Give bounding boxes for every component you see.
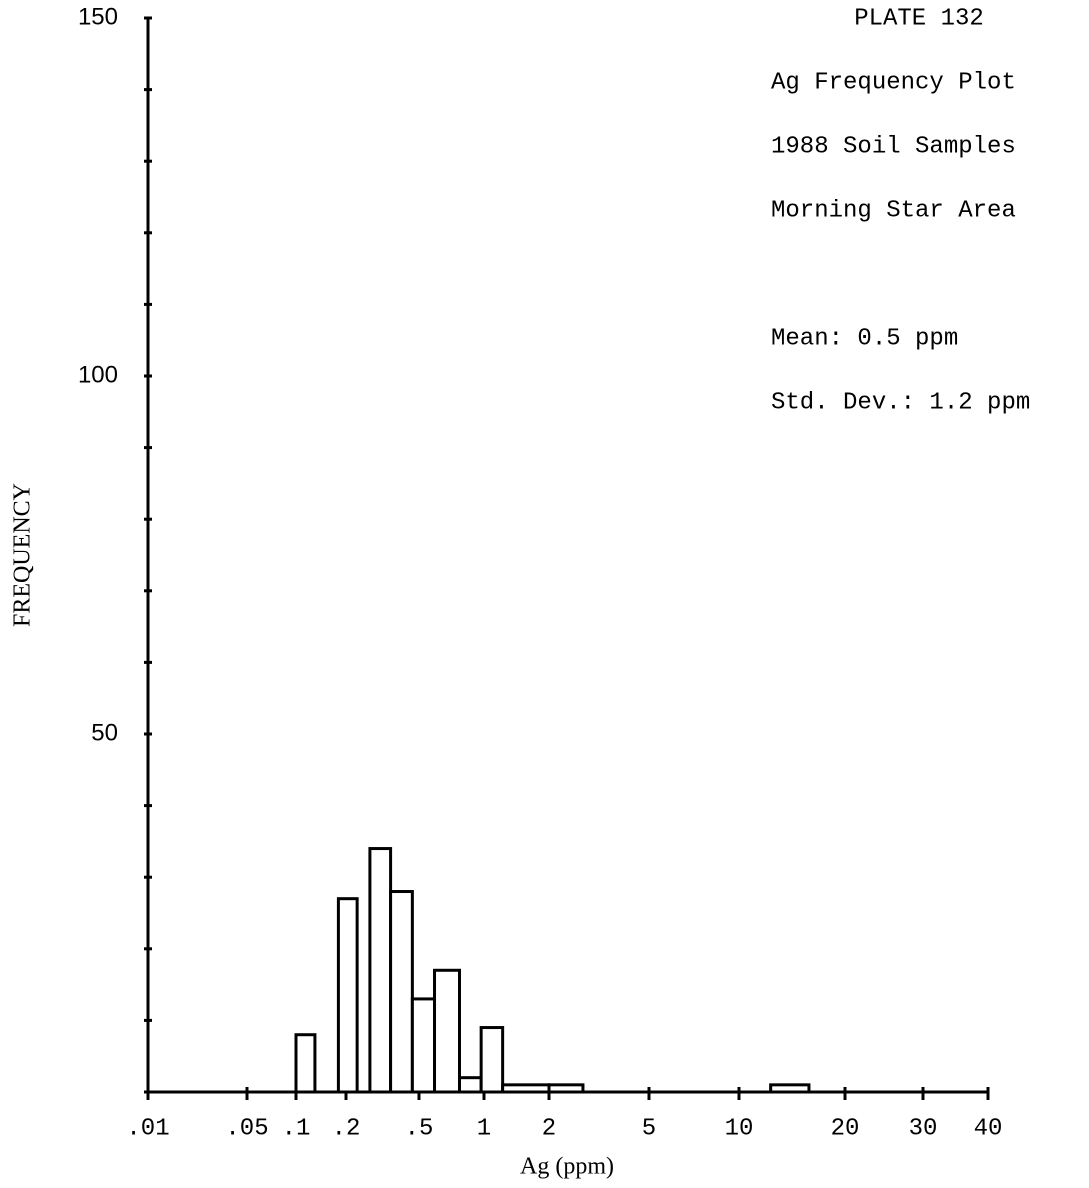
x-tick-label: .5 (405, 1115, 434, 1142)
bar (336, 897, 359, 1094)
chart-title: PLATE 132 (854, 5, 984, 32)
bar (769, 1083, 811, 1094)
y-axis-label: FREQUENCY (10, 483, 36, 627)
annotation: Std. Dev.: 1.2 ppm (771, 389, 1030, 416)
bar (501, 1083, 551, 1094)
bar (410, 997, 437, 1094)
x-tick-label: 2 (542, 1115, 556, 1142)
x-tick-label: 5 (642, 1115, 656, 1142)
x-tick-label: 40 (974, 1115, 1003, 1142)
annotation: Mean: 0.5 ppm (771, 325, 958, 352)
annotation: Ag Frequency Plot (771, 69, 1016, 96)
x-tick-label: .1 (282, 1115, 311, 1142)
bar (479, 1026, 505, 1094)
x-tick-label: 20 (831, 1115, 860, 1142)
bar (368, 847, 393, 1094)
y-tick-label: 100 (78, 361, 118, 388)
bar (389, 890, 414, 1094)
bar (294, 1033, 317, 1094)
bar (457, 1076, 483, 1094)
x-tick-label: .01 (126, 1115, 169, 1142)
x-tick-label: 10 (725, 1115, 754, 1142)
x-tick-label: .2 (332, 1115, 361, 1142)
annotation: 1988 Soil Samples (771, 133, 1016, 160)
x-tick-label: .05 (225, 1115, 268, 1142)
x-tick-label: 30 (909, 1115, 938, 1142)
annotation: Morning Star Area (771, 197, 1016, 224)
y-tick-label: 150 (78, 3, 118, 30)
x-axis-label: Ag (ppm) (520, 1154, 614, 1180)
x-tick-label: 1 (477, 1115, 491, 1142)
bar (433, 968, 461, 1094)
y-tick-label: 50 (91, 719, 118, 746)
bar (547, 1083, 585, 1094)
